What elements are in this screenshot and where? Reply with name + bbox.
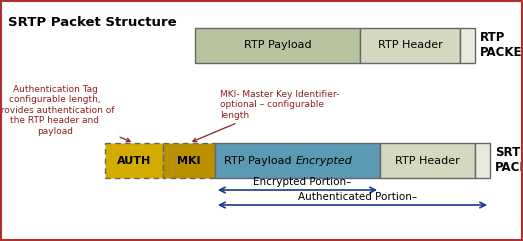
Text: RTP Payload: RTP Payload [224,155,295,166]
Text: RTP
PACKET: RTP PACKET [480,31,523,59]
Bar [360,28,460,63]
Text: MKI: MKI [177,155,201,166]
Text: RTP Header: RTP Header [395,155,460,166]
Bar [195,28,360,63]
Text: SRTP Packet Structure: SRTP Packet Structure [8,16,177,29]
Text: Encrypted Portion–: Encrypted Portion– [253,177,351,187]
Text: SRTP
PACKET: SRTP PACKET [495,146,523,174]
Bar [475,143,490,178]
Text: Authentication Tag
configurable length,
provides authentication of
the RTP heade: Authentication Tag configurable length, … [0,85,130,142]
Bar [163,143,215,178]
Bar [460,28,475,63]
Text: Encrypted: Encrypted [295,155,353,166]
Text: RTP Header: RTP Header [378,40,442,51]
Bar [105,143,163,178]
Text: RTP Payload: RTP Payload [244,40,311,51]
Bar [215,143,380,178]
Bar [380,143,475,178]
Text: AUTH: AUTH [117,155,151,166]
Text: Authenticated Portion–: Authenticated Portion– [298,192,417,202]
Text: MKI- Master Key Identifier-
optional – configurable
length: MKI- Master Key Identifier- optional – c… [193,90,339,142]
